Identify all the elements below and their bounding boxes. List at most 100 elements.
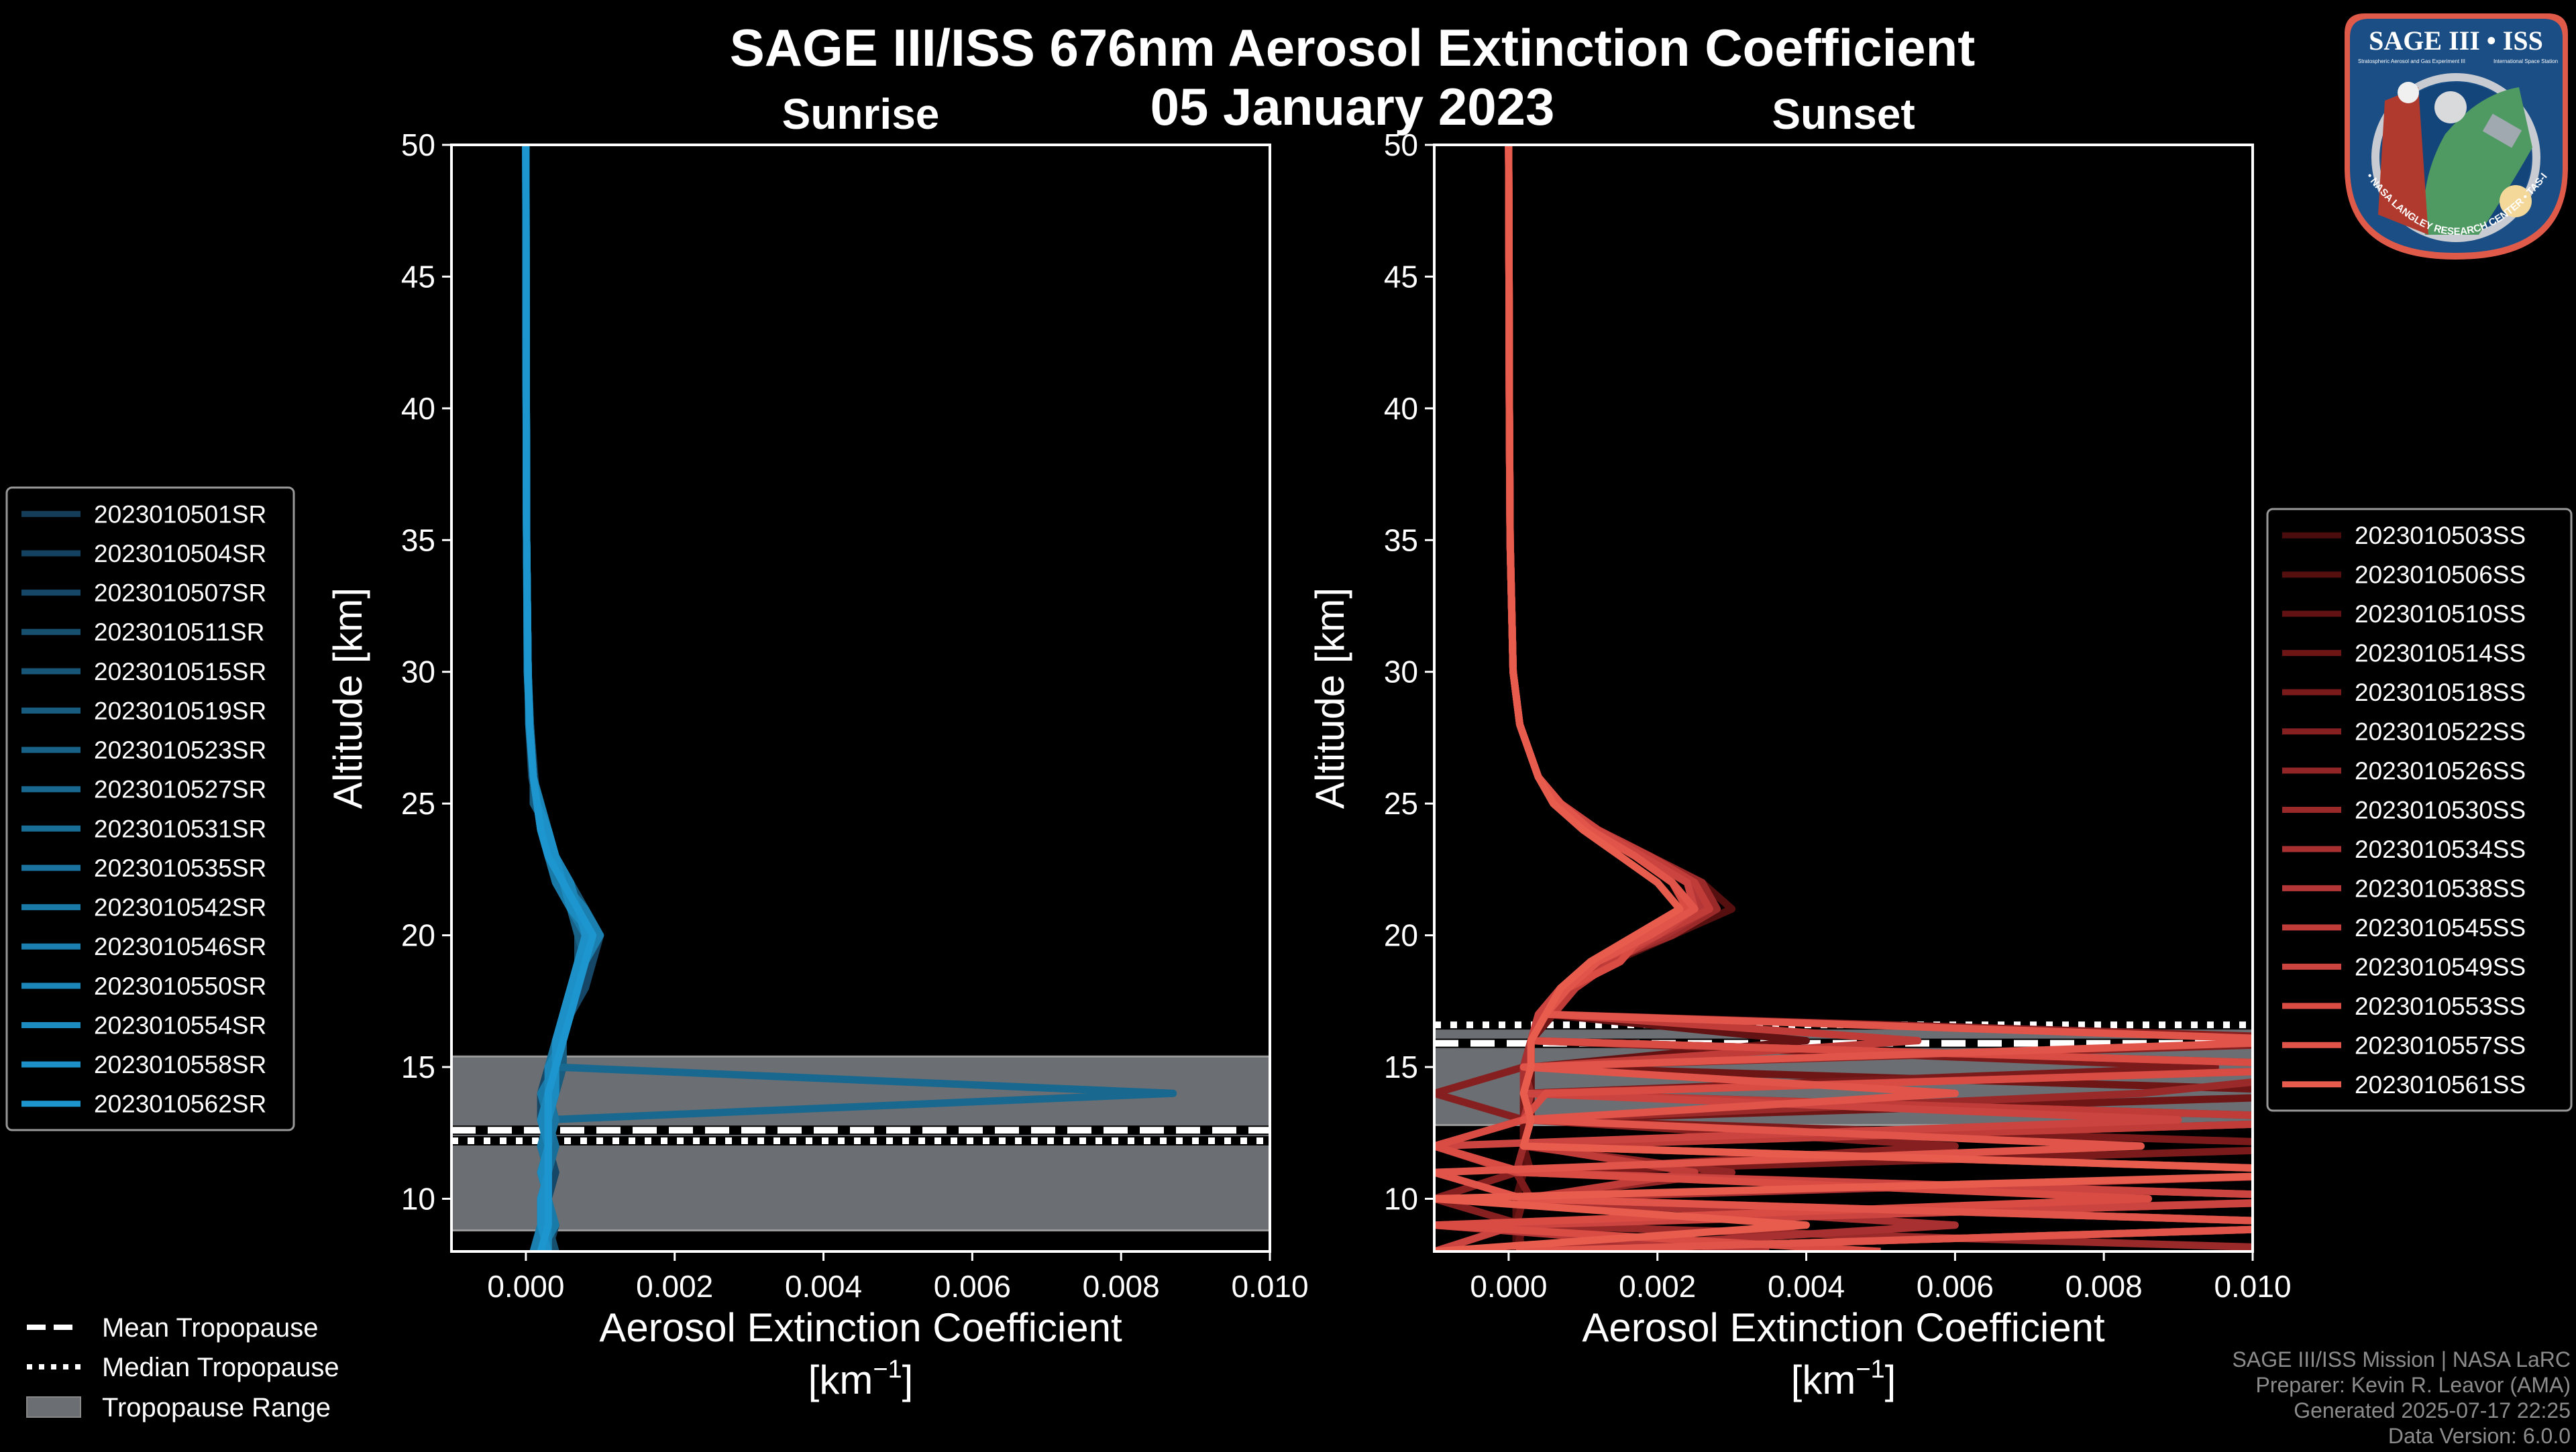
y-tick-label: 50 <box>1384 127 1418 162</box>
y-tick-label: 35 <box>1384 522 1418 557</box>
logo-text: SAGE III • ISS <box>2369 25 2543 56</box>
legend-label: 2023010549SS <box>2355 953 2526 981</box>
x-axis-label: Aerosol Extinction Coefficient <box>599 1305 1122 1350</box>
profile-line-2023010562SR <box>522 145 597 1251</box>
legend-label: 2023010538SS <box>2355 875 2526 902</box>
credit-mission: SAGE III/ISS Mission | NASA LaRC <box>2233 1347 2571 1372</box>
sage-iii-iss-mission-logo: SAGE III • ISS Stratospheric Aerosol and… <box>2341 5 2568 260</box>
logo-subtext-left: Stratospheric Aerosol and Gas Experiment… <box>2358 58 2465 64</box>
legend-label: 2023010550SR <box>94 972 266 1000</box>
x-tick-label: 0.010 <box>2214 1269 2291 1304</box>
legend-label: 2023010530SS <box>2355 797 2526 824</box>
axes-frame <box>1433 144 2254 1253</box>
x-tick-label: 0.004 <box>785 1269 862 1304</box>
x-tick-label: 0.004 <box>1768 1269 1845 1304</box>
y-axis-label: Altitude [km] <box>1307 588 1352 809</box>
unit-close: ] <box>1885 1357 1896 1402</box>
unit-exponent: −1 <box>873 1355 902 1384</box>
x-tick-label: 0.008 <box>1083 1269 1160 1304</box>
legend-label: 2023010511SR <box>94 618 264 646</box>
y-axis-label: Altitude [km] <box>325 588 370 809</box>
x-tick-label: 0.000 <box>1470 1269 1547 1304</box>
y-tick-label: 25 <box>401 786 435 821</box>
legend-label: 2023010515SR <box>94 658 266 685</box>
legend-label: 2023010522SS <box>2355 718 2526 746</box>
tropopause-range-label: Tropopause Range <box>102 1393 331 1422</box>
y-tick-label: 40 <box>401 391 435 426</box>
logo-subtext-right: International Space Station <box>2493 58 2558 64</box>
x-tick-label: 0.010 <box>1231 1269 1308 1304</box>
x-tick-label: 0.002 <box>636 1269 713 1304</box>
y-tick-label: 40 <box>1384 391 1418 426</box>
series-legend: 2023010501SR 2023010504SR 2023010507SR 2023… <box>5 486 295 1131</box>
y-tick-label: 15 <box>1384 1050 1418 1084</box>
y-tick-label: 45 <box>1384 259 1418 294</box>
median-tropopause-label: Median Tropopause <box>102 1353 339 1382</box>
legend-label: 2023010557SS <box>2355 1031 2526 1059</box>
y-tick-label: 20 <box>401 918 435 953</box>
profile-line-2023010561SS <box>1434 145 2253 1251</box>
y-tick-label: 10 <box>401 1181 435 1216</box>
x-axis-unit: [km−1] <box>1791 1355 1896 1402</box>
credit-version: Data Version: 6.0.0 <box>2388 1424 2571 1448</box>
legend-label: 2023010554SR <box>94 1011 266 1039</box>
legend-label: 2023010542SR <box>94 894 266 922</box>
legend-label: 2023010503SS <box>2355 522 2526 549</box>
y-tick-label: 10 <box>1384 1181 1418 1216</box>
sunset-panel: Sunset 10 15 20 25 30 35 40 45 50 0.000 0.002 0.004 0… <box>1307 90 2573 1402</box>
credit-generated: Generated 2025-07-17 22:25 <box>2294 1398 2571 1422</box>
legend-label: 2023010545SS <box>2355 914 2526 942</box>
unit-close: ] <box>902 1357 914 1402</box>
y-tick-label: 35 <box>401 522 435 557</box>
credit-preparer: Preparer: Kevin R. Leavor (AMA) <box>2256 1373 2571 1397</box>
axes-frame <box>450 144 1271 1253</box>
y-tick-label: 20 <box>1384 918 1418 953</box>
unit-base: [km <box>808 1357 873 1402</box>
x-tick-label: 0.008 <box>2065 1269 2143 1304</box>
figure-title: SAGE III/ISS 676nm Aerosol Extinction Co… <box>730 18 1976 77</box>
y-tick-label: 15 <box>401 1050 435 1084</box>
unit-base: [km <box>1791 1357 1856 1402</box>
legend-label: 2023010526SS <box>2355 757 2526 785</box>
legend-label: 2023010534SS <box>2355 836 2526 863</box>
legend-label: 2023010504SR <box>94 540 266 567</box>
x-tick-label: 0.006 <box>1917 1269 1994 1304</box>
legend-label: 2023010506SS <box>2355 561 2526 589</box>
legend-label: 2023010519SR <box>94 697 266 724</box>
legend-label: 2023010523SR <box>94 736 266 764</box>
sunrise-panel: Sunrise 10 15 20 25 30 35 40 45 50 0.000 0.002 0.004… <box>5 90 1309 1402</box>
legend-label: 2023010535SR <box>94 854 266 882</box>
x-axis-label: Aerosol Extinction Coefficient <box>1582 1305 2105 1350</box>
legend-label: 2023010561SS <box>2355 1071 2526 1099</box>
legend-label: 2023010518SS <box>2355 679 2526 706</box>
figure-date: 05 January 2023 <box>1150 77 1555 136</box>
x-tick-label: 0.000 <box>487 1269 564 1304</box>
y-tick-label: 25 <box>1384 786 1418 821</box>
y-tick-label: 30 <box>401 655 435 689</box>
tropopause-range-swatch <box>26 1396 81 1418</box>
series-legend: 2023010503SS 2023010506SS 2023010510SS 2023… <box>2266 508 2573 1112</box>
y-tick-label: 30 <box>1384 655 1418 689</box>
x-tick-label: 0.002 <box>1619 1269 1696 1304</box>
tropopause-legend: Mean Tropopause Median Tropopause Tropop… <box>26 1313 339 1422</box>
y-tick-label: 45 <box>401 259 435 294</box>
legend-label: 2023010531SR <box>94 815 266 842</box>
plot-area <box>451 145 1270 1251</box>
legend-label: 2023010546SR <box>94 933 266 960</box>
x-axis-unit: [km−1] <box>808 1355 914 1402</box>
legend-label: 2023010562SR <box>94 1091 266 1118</box>
panel-title: Sunset <box>1772 90 1915 138</box>
legend-label: 2023010507SR <box>94 579 266 607</box>
legend-label: 2023010558SR <box>94 1051 266 1078</box>
legend-label: 2023010514SS <box>2355 640 2526 667</box>
legend-label: 2023010553SS <box>2355 993 2526 1020</box>
legend-label: 2023010501SR <box>94 500 266 528</box>
plot-area <box>1434 145 2253 1251</box>
legend-label: 2023010527SR <box>94 776 266 803</box>
mean-tropopause-label: Mean Tropopause <box>102 1313 318 1343</box>
unit-exponent: −1 <box>1856 1355 1884 1384</box>
legend-label: 2023010510SS <box>2355 600 2526 628</box>
x-tick-label: 0.006 <box>934 1269 1011 1304</box>
credits: SAGE III/ISS Mission | NASA LaRC Prepare… <box>2233 1347 2571 1448</box>
